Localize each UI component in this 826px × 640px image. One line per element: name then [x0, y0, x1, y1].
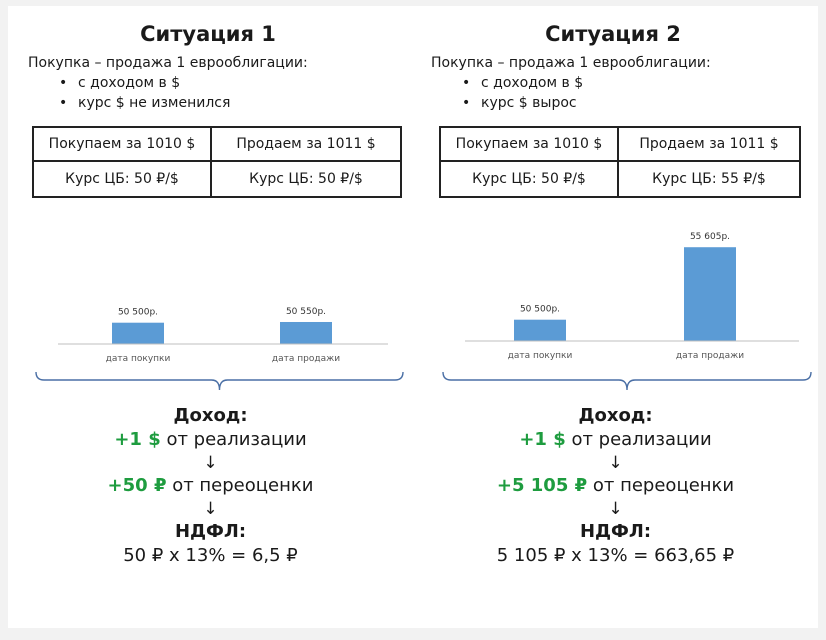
intro-text: Покупка – продажа 1 еврооблигации: [431, 55, 711, 71]
bar-chart: 50 500р. дата покупки 50 550р. дата продажи [35, 307, 404, 391]
bar [280, 321, 332, 344]
bar-chart: 50 500р. дата покупки 55 605р. дата продажи [442, 232, 812, 391]
reval-amount: +5 105 ₽ [496, 475, 588, 496]
down-arrow-icon: ↓ [203, 499, 218, 519]
situation-title: Ситуация 2 [545, 22, 681, 46]
bar [684, 247, 736, 341]
buy-cell: Покупаем за 1010 $ [34, 128, 212, 162]
rate-buy-cell: Курс ЦБ: 50 ₽/$ [34, 162, 212, 196]
income-title: Доход: [173, 405, 248, 426]
sale-text: от реализации [565, 429, 712, 450]
reval-text: от переоценки [587, 475, 735, 496]
trade-table: Покупаем за 1010 $ Продаем за 1011 $ Кур… [32, 126, 402, 198]
sale-text: от реализации [160, 429, 307, 450]
reval-income-line: +5 105 ₽ от переоценки [413, 474, 818, 498]
data-label: 50 500р. [118, 308, 158, 318]
reval-amount: +50 ₽ [107, 475, 167, 496]
bullet-item: с доходом в $ [462, 73, 711, 93]
buy-cell: Покупаем за 1010 $ [441, 128, 619, 162]
reval-income-line: +50 ₽ от переоценки [8, 474, 413, 498]
situation-title: Ситуация 1 [140, 22, 276, 46]
situation-1-panel: Ситуация 1 Покупка – продажа 1 еврооблиг… [8, 6, 413, 628]
category-label: дата продажи [272, 354, 340, 364]
sale-amount: +1 $ [114, 429, 161, 450]
rate-sell-cell: Курс ЦБ: 50 ₽/$ [249, 171, 363, 187]
situation-2-panel: Ситуация 2 Покупка – продажа 1 еврооблиг… [413, 6, 818, 628]
bar [112, 322, 164, 344]
data-label: 55 605р. [690, 232, 730, 242]
category-label: дата продажи [676, 351, 744, 361]
data-label: 50 500р. [520, 305, 560, 315]
tax-title: НДФЛ: [174, 521, 247, 542]
infographic: Ситуация 1 Покупка – продажа 1 еврооблиг… [8, 6, 818, 628]
brace [35, 371, 404, 391]
down-arrow-icon: ↓ [203, 453, 218, 473]
tax-title: НДФЛ: [579, 521, 652, 542]
data-label: 50 550р. [286, 307, 326, 317]
result-block: Доход: +1 $ от реализации ↓ +50 ₽ от пер… [8, 404, 413, 568]
category-label: дата покупки [106, 354, 171, 364]
sell-cell: Продаем за 1011 $ [619, 128, 799, 162]
category-label: дата покупки [508, 351, 573, 361]
rate-sell-cell: Курс ЦБ: 55 ₽/$ [652, 171, 766, 187]
sale-amount: +1 $ [519, 429, 566, 450]
income-title: Доход: [578, 405, 653, 426]
trade-table: Покупаем за 1010 $ Продаем за 1011 $ Кур… [439, 126, 801, 198]
sale-income-line: +1 $ от реализации [413, 428, 818, 452]
intro-text: Покупка – продажа 1 еврооблигации: [28, 55, 308, 71]
sell-cell: Продаем за 1011 $ [212, 128, 400, 162]
situation-intro: Покупка – продажа 1 еврооблигации: с дох… [431, 53, 711, 113]
bar [514, 319, 566, 341]
situation-intro: Покупка – продажа 1 еврооблигации: с дох… [28, 53, 308, 113]
down-arrow-icon: ↓ [608, 453, 623, 473]
result-block: Доход: +1 $ от реализации ↓ +5 105 ₽ от … [413, 404, 818, 568]
bullet-item: курс $ не изменился [59, 93, 308, 113]
brace [442, 371, 812, 391]
bullet-item: с доходом в $ [59, 73, 308, 93]
tax-formula: 50 ₽ x 13% = 6,5 ₽ [123, 545, 298, 566]
rate-buy-cell: Курс ЦБ: 50 ₽/$ [441, 162, 619, 196]
bullet-item: курс $ вырос [462, 93, 711, 113]
bullet-list: с доходом в $ курс $ не изменился [28, 73, 308, 113]
down-arrow-icon: ↓ [608, 499, 623, 519]
sale-income-line: +1 $ от реализации [8, 428, 413, 452]
bullet-list: с доходом в $ курс $ вырос [431, 73, 711, 113]
tax-formula: 5 105 ₽ x 13% = 663,65 ₽ [496, 545, 735, 566]
reval-text: от переоценки [166, 475, 314, 496]
